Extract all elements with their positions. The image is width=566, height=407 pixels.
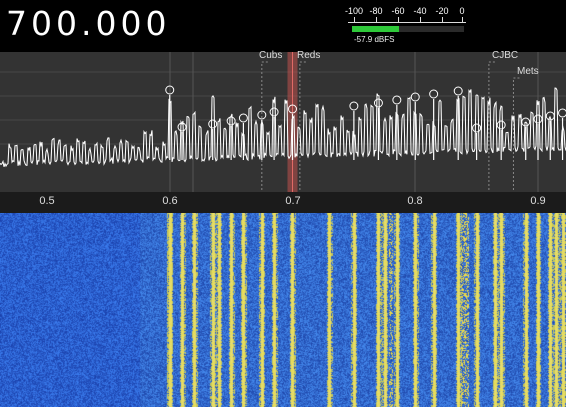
peak-marker	[545, 111, 555, 121]
marker-label-cubs[interactable]: Cubs	[259, 50, 283, 61]
spectrum-display[interactable]: Cubs Reds CJBC Mets	[0, 50, 566, 192]
peak-marker	[392, 95, 402, 105]
peak-marker	[429, 89, 439, 99]
peak-marker	[496, 120, 506, 130]
peak-marker	[453, 86, 463, 96]
marker-line	[488, 61, 495, 192]
marker-label-cjbc[interactable]: CJBC	[492, 50, 519, 61]
peak-marker	[349, 101, 359, 111]
x-tick-label: 0.9	[530, 195, 546, 207]
marker-label-reds[interactable]: Reds	[297, 50, 321, 61]
x-tick-label: 0.7	[285, 195, 301, 207]
peak-marker	[533, 114, 543, 124]
top-bar: 700.000 -100 -80 -60 -40 -20 0 -57.9 dBF…	[0, 0, 566, 52]
meter-scale-label: -20	[435, 6, 449, 16]
meter-scale-label: 0	[459, 6, 465, 16]
peak-marker	[165, 85, 175, 95]
peak-marker	[558, 108, 566, 118]
marker-line	[299, 61, 306, 192]
peak-marker	[177, 122, 187, 132]
meter-scale-label: -80	[369, 6, 383, 16]
peak-marker	[226, 116, 236, 126]
peak-marker	[373, 98, 383, 108]
peak-marker	[521, 117, 531, 127]
spectrum-trace	[0, 87, 566, 168]
peak-marker	[208, 119, 218, 129]
meter-bar-fill	[352, 26, 400, 32]
frequency-display[interactable]: 700.000	[6, 4, 171, 43]
peak-marker	[288, 104, 297, 114]
peak-marker	[257, 110, 267, 120]
waterfall-display[interactable]	[0, 213, 566, 407]
marker-line	[512, 77, 520, 192]
meter-scale	[348, 17, 466, 23]
meter-level-readout: -57.9 dBFS	[354, 35, 395, 44]
peak-marker	[410, 92, 420, 102]
meter-scale-label: -40	[413, 6, 427, 16]
spectrum-plot	[0, 52, 566, 192]
x-tick-label: 0.5	[39, 195, 55, 207]
meter-bar-track	[352, 26, 464, 32]
peak-marker	[269, 107, 279, 117]
marker-label-mets[interactable]: Mets	[517, 66, 539, 77]
x-tick-label: 0.6	[162, 195, 178, 207]
peak-marker	[472, 123, 482, 133]
peak-marker	[238, 113, 248, 123]
meter-scale-label: -100	[344, 6, 364, 16]
x-tick-label: 0.8	[407, 195, 423, 207]
signal-meter: -100 -80 -60 -40 -20 0 -57.9 dBFS	[344, 6, 468, 46]
meter-scale-label: -60	[391, 6, 405, 16]
frequency-axis: 0.5 0.6 0.7 0.8 0.9	[0, 192, 566, 213]
